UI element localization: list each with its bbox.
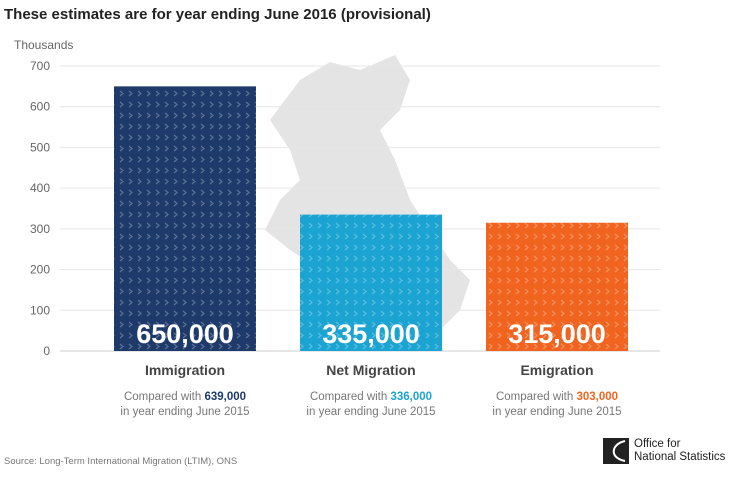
ons-logo: Office for National Statistics: [603, 438, 725, 464]
comparison-note: Compared with 336,000 in year ending June…: [306, 391, 436, 418]
data-label: 335,000: [322, 319, 420, 349]
logo-line1: Office for: [634, 438, 681, 450]
chart-title: These estimates are for year ending June…: [4, 6, 431, 23]
y-axis-label: Thousands: [14, 38, 74, 52]
y-tick-label: 300: [30, 222, 50, 236]
y-tick-label: 500: [30, 140, 50, 154]
y-tick-label: 400: [30, 181, 50, 195]
logo-line2: National Statistics: [634, 451, 726, 463]
comparison-value: 303,000: [576, 391, 619, 403]
y-tick-label: 600: [30, 100, 50, 114]
category-label: Net Migration: [326, 362, 415, 378]
bar-pattern: [486, 222, 628, 351]
comparison-note: Compared with 303,000 in year ending June…: [492, 391, 622, 418]
source-note: Source: Long-Term International Migratio…: [4, 456, 238, 467]
bar-pattern: [114, 86, 256, 351]
category-label: Emigration: [520, 362, 593, 378]
ons-logo-icon: [603, 438, 629, 464]
y-tick-label: 100: [30, 303, 50, 317]
comparison-note: Compared with 639,000 in year ending June…: [120, 391, 250, 418]
data-label: 650,000: [136, 319, 234, 349]
comparison-value: 639,000: [204, 391, 247, 403]
comparison-value: 336,000: [390, 391, 433, 403]
category-label: Immigration: [145, 362, 225, 378]
y-tick-label: 200: [30, 263, 50, 277]
bar-pattern: [300, 214, 442, 351]
y-tick-label: 700: [30, 59, 50, 73]
y-tick-label: 0: [43, 344, 50, 358]
data-label: 315,000: [508, 319, 606, 349]
